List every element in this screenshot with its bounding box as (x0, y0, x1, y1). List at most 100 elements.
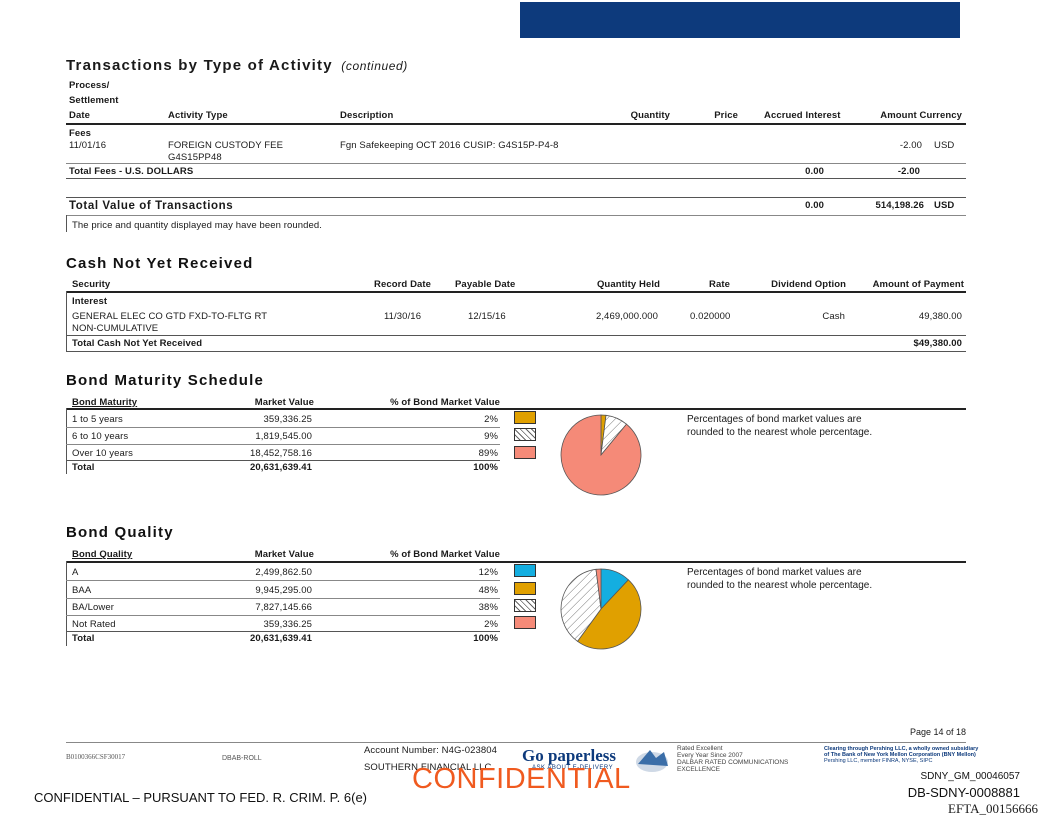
legend-swatch-baa (514, 582, 536, 595)
confidential-stamp: CONFIDENTIAL (412, 763, 631, 795)
quality-row-label: Not Rated (72, 619, 116, 630)
quality-row-value: 2,499,862.50 (255, 567, 312, 578)
total-fees-amount: -2.00 (897, 166, 920, 177)
col-amount-currency: Amount Currency (880, 110, 962, 121)
cash-security: GENERAL ELEC CO GTD FXD-TO-FLTG RT (72, 311, 268, 322)
maturity-total-label: Total (72, 462, 95, 473)
col-quantity: Quantity (630, 110, 670, 121)
quality-row-label: BAA (72, 585, 92, 596)
bates-sdny-gm: SDNY_GM_00046057 (920, 771, 1020, 782)
cash-bottom-rule (66, 351, 966, 352)
quality-header-rule (66, 561, 966, 563)
quality-note: Percentages of bond market values are ro… (687, 566, 872, 592)
dalbar-line1: Rated Excellent (677, 745, 723, 752)
cash-quantity-held: 2,469,000.000 (595, 311, 658, 322)
rounding-note: The price and quantity displayed may hav… (72, 220, 323, 231)
quality-row-value: 9,945,295.00 (255, 585, 312, 596)
fee-currency: USD (934, 140, 955, 151)
maturity-left-bar (66, 408, 67, 474)
maturity-header-rule (66, 408, 966, 410)
cash-total-label: Total Cash Not Yet Received (72, 338, 203, 349)
dalbar-text: Rated Excellent Every Year Since 2007 DA… (677, 745, 788, 773)
maturity-pie-chart (560, 414, 642, 496)
col-bond-quality: Bond Quality (72, 549, 133, 560)
total-value-label: Total Value of Transactions (69, 200, 234, 212)
quality-left-bar (66, 561, 67, 646)
bates-db-sdny: DB-SDNY-0008881 (907, 785, 1020, 800)
dalbar-globe-icon (636, 750, 668, 772)
maturity-row-value: 359,336.25 (263, 414, 312, 425)
col-date-line1: Process/ (69, 80, 110, 91)
col-description: Description (340, 110, 394, 121)
dalbar-line4: EXCELLENCE (677, 766, 720, 773)
cash-amount: 49,380.00 (918, 311, 962, 322)
pie-slice-baa (576, 579, 642, 650)
section-title-transactions: Transactions by Type of Activity (contin… (66, 57, 408, 75)
confidential-left: CONFIDENTIAL – PURSUANT TO FED. R. CRIM.… (34, 790, 368, 805)
quality-row-label: A (72, 567, 79, 578)
fee-amount: -2.00 (899, 140, 922, 151)
footer-rule (66, 742, 966, 743)
legend-swatch-ba-lower (514, 599, 536, 612)
cash-dividend-option: Cash (822, 311, 845, 322)
col-security: Security (72, 279, 111, 290)
legend-swatch-over-10-years (514, 446, 536, 459)
maturity-total-rule (66, 460, 500, 461)
total-value-amount: 514,198.26 (875, 200, 924, 211)
cash-left-bar (66, 291, 67, 351)
quality-total-value: 20,631,639.41 (249, 633, 312, 644)
quality-row-value: 7,827,145.66 (255, 602, 312, 613)
bates-efta: EFTA_00156666 (948, 801, 1038, 816)
footer-firm: SOUTHERN FINANCIAL LLC (364, 762, 492, 773)
footer-account: Account Number: N4G-023804 (364, 745, 498, 756)
group-fees: Fees (69, 128, 92, 139)
quality-pie-chart (560, 568, 642, 650)
col-quality-market-value: Market Value (254, 549, 314, 560)
cash-total-rule (66, 335, 966, 336)
maturity-row-label: 6 to 10 years (72, 431, 129, 442)
quality-row-label: BA/Lower (72, 602, 114, 613)
clearing-line1: Clearing through Pershing LLC, a wholly … (824, 746, 979, 752)
pie-slice-not-rated (595, 568, 602, 610)
maturity-row-pct: 2% (484, 414, 498, 425)
col-date-line2: Settlement (69, 95, 119, 106)
legend-swatch-6-10-years (514, 428, 536, 441)
col-quantity-held: Quantity Held (596, 279, 660, 290)
maturity-total-value: 20,631,639.41 (249, 462, 312, 473)
row-divider (66, 615, 500, 616)
col-price: Price (714, 110, 738, 121)
maturity-row-pct: 89% (478, 448, 498, 459)
total-fees-label: Total Fees - U.S. DOLLARS (69, 166, 194, 177)
total-value-bottom-rule (66, 215, 966, 216)
cash-header-rule (66, 291, 966, 293)
cash-payable-date: 12/15/16 (468, 311, 506, 322)
note-bar (66, 215, 67, 232)
legend-swatch-not-rated (514, 616, 536, 629)
maturity-row-value: 18,452,758.16 (249, 448, 312, 459)
go-paperless-logo: Go paperless (522, 746, 616, 765)
quality-note-line2: rounded to the nearest whole percentage. (687, 580, 873, 591)
cash-record-date: 11/30/16 (384, 311, 422, 322)
total-value-currency: USD (934, 200, 955, 211)
maturity-row-pct: 9% (484, 431, 498, 442)
legend-swatch-a (514, 564, 536, 577)
maturity-note: Percentages of bond market values are ro… (687, 413, 872, 439)
fee-description: Fgn Safekeeping OCT 2016 CUSIP: G4S15P-P… (340, 140, 559, 151)
fees-total-rule (66, 163, 966, 164)
fee-activity: FOREIGN CUSTODY FEE (168, 140, 284, 151)
section-title-maturity: Bond Maturity Schedule (66, 372, 265, 389)
col-maturity-market-value: Market Value (254, 397, 314, 408)
maturity-note-line2: rounded to the nearest whole percentage. (687, 427, 873, 438)
total-value-accrued: 0.00 (805, 200, 824, 211)
col-amount-payment: Amount of Payment (872, 279, 964, 290)
fee-date: 11/01/16 (69, 140, 107, 151)
maturity-note-line1: Percentages of bond market values are (687, 414, 862, 425)
col-rate: Rate (709, 279, 730, 290)
section-title-cash: Cash Not Yet Received (66, 255, 254, 272)
dalbar-line2: Every Year Since 2007 (677, 752, 743, 759)
pie-slice-ba-lower (560, 568, 602, 642)
quality-row-pct: 12% (478, 567, 498, 578)
transactions-title: Transactions by Type of Activity (66, 57, 333, 74)
footer-code-left: B0100366CSF30017 (66, 753, 126, 761)
row-divider (66, 580, 500, 581)
